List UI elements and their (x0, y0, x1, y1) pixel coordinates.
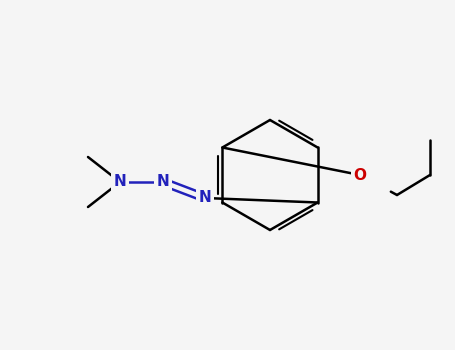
Text: N: N (157, 175, 169, 189)
Text: N: N (114, 175, 126, 189)
Text: O: O (354, 168, 366, 182)
Text: N: N (199, 190, 212, 205)
